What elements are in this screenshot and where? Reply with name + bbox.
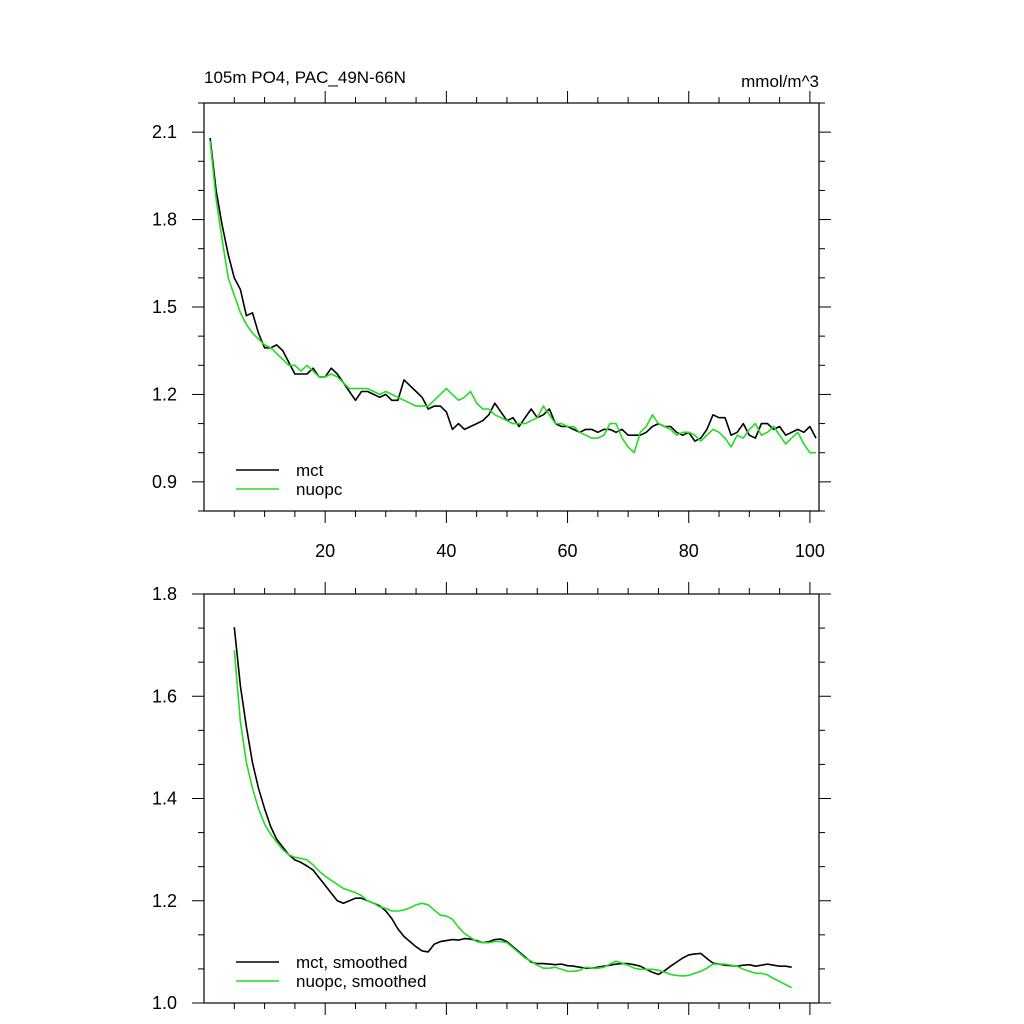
top-legend-label: nuopc bbox=[296, 480, 343, 499]
top-x-tick-label: 20 bbox=[315, 541, 335, 561]
top-y-tick-label: 1.8 bbox=[152, 210, 177, 230]
bottom-y-tick-label: 1.2 bbox=[152, 891, 177, 911]
top-x-tick-label: 80 bbox=[679, 541, 699, 561]
bottom-legend-label: mct, smoothed bbox=[296, 953, 408, 972]
bottom-legend-label: nuopc, smoothed bbox=[296, 972, 426, 991]
top-legend-label: mct bbox=[296, 461, 324, 480]
top-series-line-nuopc bbox=[209, 140, 816, 454]
bottom-y-tick-label: 1.8 bbox=[152, 584, 177, 604]
top-panel-units: mmol/m^3 bbox=[741, 72, 819, 91]
top-y-tick-label: 1.5 bbox=[152, 297, 177, 317]
top-y-tick-label: 0.9 bbox=[152, 472, 177, 492]
top-y-tick-label: 2.1 bbox=[152, 122, 177, 142]
top-x-tick-label: 40 bbox=[436, 541, 456, 561]
top-x-tick-label: 60 bbox=[558, 541, 578, 561]
bottom-plot-frame bbox=[203, 593, 820, 1004]
top-y-tick-label: 1.2 bbox=[152, 384, 177, 404]
bottom-y-tick-label: 1.6 bbox=[152, 686, 177, 706]
top-plot-frame bbox=[203, 102, 820, 512]
bottom-y-tick-label: 1.4 bbox=[152, 789, 177, 809]
top-panel-title: 105m PO4, PAC_49N-66N bbox=[204, 68, 406, 87]
top-series-line-mct bbox=[209, 137, 817, 442]
bottom-y-tick-label: 1.0 bbox=[152, 993, 177, 1013]
top-panel: 105m PO4, PAC_49N-66N mmol/m^3 20 40 60 80 1… bbox=[152, 68, 831, 561]
top-x-tick-label: 100 bbox=[795, 541, 825, 561]
bottom-series-line-mct-smoothed bbox=[233, 627, 792, 976]
bottom-series-line-nuopc-smoothed bbox=[233, 650, 793, 989]
